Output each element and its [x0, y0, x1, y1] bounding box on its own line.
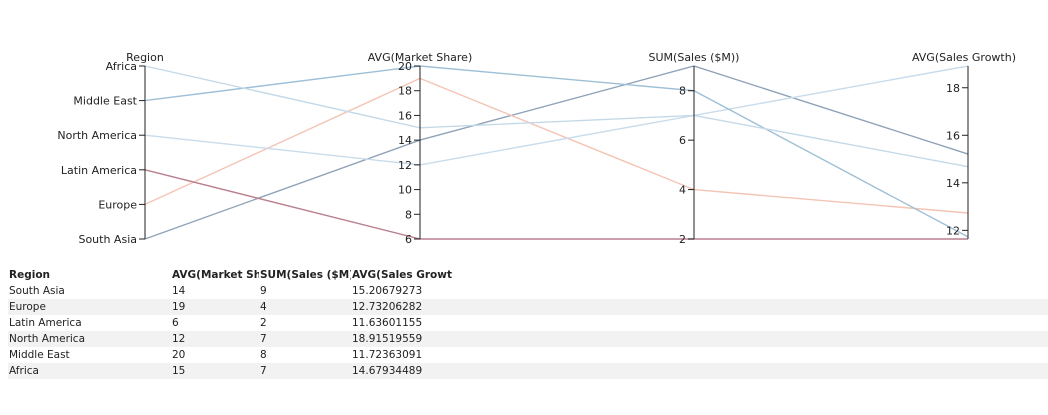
table-cell: Africa	[9, 365, 39, 377]
table-cell: 11.63601155	[352, 317, 423, 329]
table-cell: 8	[260, 349, 267, 361]
table-cell: 19	[172, 301, 186, 313]
tick-label: 14	[946, 177, 960, 190]
tick-label: 20	[398, 60, 412, 73]
tick-label: 6	[405, 233, 412, 246]
table-cell: 12.73206282	[352, 301, 423, 313]
table-header-market-share: AVG(Market Shar	[172, 269, 259, 281]
axis-2: SUM(Sales ($M)) 2 4 6 8	[649, 51, 740, 246]
table-header-sales-growth: AVG(Sales Growt	[352, 269, 452, 281]
tick-label: Africa	[106, 60, 137, 73]
series-line-south-asia	[144, 65, 969, 240]
tick-label: North America	[57, 129, 137, 142]
tick-label: 16	[946, 129, 960, 142]
tick-label: 8	[679, 85, 686, 98]
axis-title: AVG(Market Share)	[368, 51, 473, 64]
tick-label: South Asia	[78, 233, 137, 246]
tick-label: Europe	[98, 198, 137, 211]
table-cell: 14	[172, 285, 186, 297]
tick-label: 10	[398, 184, 412, 197]
tick-label: 16	[398, 109, 412, 122]
tick-label: 14	[398, 134, 412, 147]
tick-label: 18	[946, 82, 960, 95]
table-cell: 6	[172, 317, 179, 329]
series-line-latin-america	[144, 169, 968, 240]
table-cell: 20	[172, 349, 186, 361]
table-cell: Latin America	[9, 317, 82, 329]
table-row: Europe 19 4 12.73206282	[8, 299, 1048, 315]
table-header-region: Region	[9, 269, 51, 281]
table-cell: North America	[9, 333, 86, 345]
table-row: Latin America 6 2 11.63601155	[8, 315, 1048, 331]
table-cell: 4	[260, 301, 267, 313]
axis-title: SUM(Sales ($M))	[649, 51, 740, 64]
table-cell: South Asia	[9, 285, 65, 297]
tick-label: 12	[946, 224, 960, 237]
series-line-africa	[144, 65, 969, 168]
axis-title: Region	[126, 51, 164, 64]
table-cell: 9	[260, 285, 267, 297]
tick-label: Latin America	[61, 164, 137, 177]
tick-label: 6	[679, 134, 686, 147]
data-table: Region AVG(Market Shar SUM(Sales ($M)) A…	[8, 267, 1048, 379]
tick-label: 2	[679, 233, 686, 246]
axis-title: AVG(Sales Growth)	[912, 51, 1016, 64]
table-cell: 11.72363091	[352, 349, 423, 361]
tick-label: 8	[405, 208, 412, 221]
series-line-north-america	[144, 65, 969, 166]
series-line-middle-east	[144, 65, 969, 238]
table-cell: 7	[260, 365, 267, 377]
table-row: Africa 15 7 14.67934489	[8, 363, 1048, 379]
table-cell: 18.91519559	[352, 333, 423, 345]
table-cell: 2	[260, 317, 267, 329]
axis-1: AVG(Market Share) 6 8 10 12 14 16 18 20	[368, 51, 473, 246]
table-cell: 12	[172, 333, 186, 345]
table-cell: 14.67934489	[352, 365, 423, 377]
series-lines	[144, 65, 969, 240]
table-cell: 15	[172, 365, 186, 377]
table-header-sales: SUM(Sales ($M))	[260, 269, 351, 281]
table-row: Middle East 20 8 11.72363091	[8, 347, 1048, 363]
table-cell: 15.20679273	[352, 285, 423, 297]
tick-label: 18	[398, 85, 412, 98]
series-line-europe	[144, 77, 969, 214]
tick-label: 4	[679, 184, 686, 197]
table-header-row: Region AVG(Market Shar SUM(Sales ($M)) A…	[8, 267, 1048, 283]
tick-label: 12	[398, 159, 412, 172]
tick-label: Middle East	[73, 95, 137, 108]
table-cell: 7	[260, 333, 267, 345]
table-cell: Europe	[9, 301, 46, 313]
table-row: South Asia 14 9 15.20679273	[8, 283, 1048, 299]
table-cell: Middle East	[9, 349, 70, 361]
table-row: North America 12 7 18.91519559	[8, 331, 1048, 347]
axis-3: AVG(Sales Growth) 12 14 16 18	[912, 51, 1016, 239]
